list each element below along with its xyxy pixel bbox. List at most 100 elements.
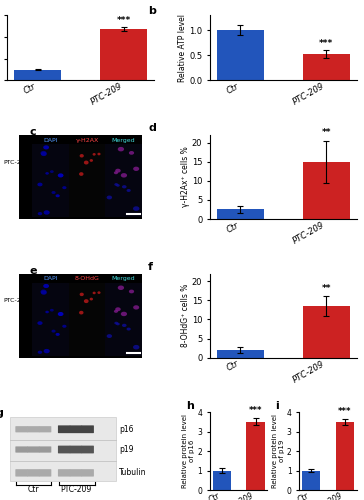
Text: ***: *** — [338, 407, 352, 416]
Ellipse shape — [84, 299, 88, 303]
Text: Ctr: Ctr — [20, 335, 29, 340]
Y-axis label: Relative protein level
of p16: Relative protein level of p16 — [182, 414, 195, 488]
Text: Merged: Merged — [112, 276, 135, 281]
Text: c: c — [29, 128, 36, 138]
Text: Tubulin: Tubulin — [119, 468, 146, 477]
Bar — [69, 144, 105, 180]
Bar — [303, 306, 350, 358]
Ellipse shape — [40, 151, 47, 155]
Ellipse shape — [58, 312, 63, 316]
Y-axis label: Relative ATP level: Relative ATP level — [178, 14, 187, 82]
Text: DAPI: DAPI — [43, 138, 58, 142]
Ellipse shape — [80, 154, 84, 158]
Ellipse shape — [51, 191, 56, 194]
FancyBboxPatch shape — [39, 446, 51, 452]
Bar — [105, 144, 142, 180]
Ellipse shape — [45, 310, 49, 314]
FancyBboxPatch shape — [15, 446, 28, 452]
Ellipse shape — [129, 290, 134, 294]
Y-axis label: Relative protein level
of p19: Relative protein level of p19 — [272, 414, 285, 488]
FancyBboxPatch shape — [70, 426, 82, 433]
FancyBboxPatch shape — [15, 426, 28, 432]
Ellipse shape — [115, 168, 121, 172]
Bar — [105, 282, 142, 319]
Ellipse shape — [62, 325, 67, 328]
Ellipse shape — [41, 290, 47, 294]
Bar — [32, 319, 69, 356]
Ellipse shape — [44, 210, 50, 214]
Text: 8-OHdG: 8-OHdG — [75, 276, 99, 281]
Bar — [105, 180, 142, 217]
FancyBboxPatch shape — [70, 446, 82, 454]
Text: PTC-209: PTC-209 — [61, 486, 92, 494]
Text: **: ** — [322, 128, 331, 138]
Ellipse shape — [92, 292, 96, 294]
Ellipse shape — [114, 322, 118, 324]
Ellipse shape — [114, 172, 118, 174]
Text: Ctr: Ctr — [20, 196, 29, 202]
Text: e: e — [29, 266, 37, 276]
FancyBboxPatch shape — [70, 469, 82, 476]
Bar — [303, 162, 350, 219]
FancyBboxPatch shape — [39, 426, 51, 432]
Ellipse shape — [118, 286, 124, 290]
Text: γ-H2AX: γ-H2AX — [75, 138, 99, 142]
Bar — [217, 350, 264, 358]
Ellipse shape — [116, 322, 120, 326]
Ellipse shape — [45, 172, 49, 174]
Text: ***: *** — [249, 406, 262, 415]
Ellipse shape — [127, 328, 131, 330]
Text: DAPI: DAPI — [43, 276, 58, 281]
Ellipse shape — [41, 152, 47, 156]
Ellipse shape — [133, 206, 139, 211]
Ellipse shape — [37, 182, 43, 186]
FancyBboxPatch shape — [39, 469, 51, 476]
Ellipse shape — [133, 345, 139, 350]
Text: i: i — [275, 401, 279, 411]
Ellipse shape — [118, 147, 124, 152]
FancyBboxPatch shape — [82, 426, 94, 433]
Text: g: g — [0, 408, 3, 418]
Bar — [217, 210, 264, 219]
Ellipse shape — [121, 173, 127, 178]
Ellipse shape — [98, 152, 100, 156]
Text: Ctr: Ctr — [28, 486, 40, 494]
Bar — [100, 29, 147, 80]
Y-axis label: γ-H2Ax⁺ cells %: γ-H2Ax⁺ cells % — [181, 146, 190, 208]
Ellipse shape — [121, 312, 127, 316]
Bar — [105, 319, 142, 356]
Ellipse shape — [43, 284, 49, 288]
Bar — [32, 180, 69, 217]
Ellipse shape — [107, 196, 112, 200]
Ellipse shape — [80, 292, 84, 296]
Ellipse shape — [62, 186, 67, 189]
Ellipse shape — [50, 170, 54, 173]
Ellipse shape — [51, 330, 56, 332]
FancyBboxPatch shape — [15, 469, 28, 476]
Bar — [10, 417, 116, 480]
Text: b: b — [148, 6, 156, 16]
Ellipse shape — [114, 310, 118, 313]
Text: h: h — [186, 401, 194, 411]
FancyBboxPatch shape — [58, 426, 70, 433]
Text: PTC-209: PTC-209 — [4, 160, 29, 165]
Ellipse shape — [38, 212, 42, 215]
Text: **: ** — [322, 284, 331, 293]
Ellipse shape — [79, 311, 83, 314]
FancyBboxPatch shape — [27, 446, 40, 452]
Ellipse shape — [129, 151, 134, 154]
Ellipse shape — [122, 185, 127, 188]
Ellipse shape — [90, 159, 93, 162]
Bar — [32, 282, 69, 319]
Ellipse shape — [79, 172, 83, 176]
FancyBboxPatch shape — [27, 426, 40, 432]
Text: p16: p16 — [119, 425, 133, 434]
Ellipse shape — [107, 334, 112, 338]
Bar — [69, 319, 105, 356]
FancyBboxPatch shape — [82, 469, 94, 476]
Bar — [217, 30, 264, 80]
Ellipse shape — [38, 350, 42, 354]
Bar — [246, 422, 265, 490]
Ellipse shape — [122, 324, 127, 327]
Bar — [302, 470, 320, 490]
